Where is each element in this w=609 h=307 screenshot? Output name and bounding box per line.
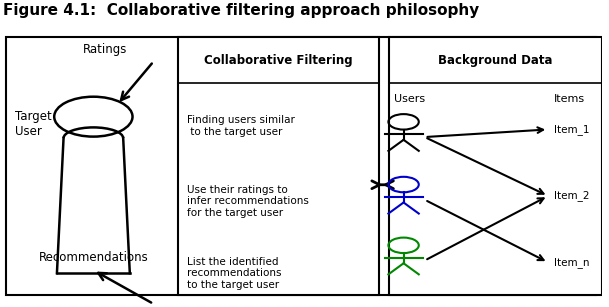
Text: Item_n: Item_n	[554, 257, 590, 268]
Text: Recommendations: Recommendations	[38, 251, 148, 264]
Text: Figure 4.1:  Collaborative filtering approach philosophy: Figure 4.1: Collaborative filtering appr…	[3, 3, 479, 18]
Bar	[6, 37, 596, 295]
Text: Item_1: Item_1	[554, 124, 590, 135]
Text: Collaborative Filtering: Collaborative Filtering	[204, 53, 353, 67]
Text: Finding users similar
 to the target user: Finding users similar to the target user	[187, 115, 295, 137]
Text: Use their ratings to
infer recommendations
for the target user: Use their ratings to infer recommendatio…	[187, 185, 309, 218]
Text: Item_2: Item_2	[554, 190, 590, 201]
Text: Items: Items	[554, 94, 585, 104]
Bar	[178, 37, 379, 295]
Bar	[389, 37, 602, 295]
Text: Users: Users	[394, 94, 425, 104]
Text: Background Data: Background Data	[438, 53, 553, 67]
Text: Target
User: Target User	[15, 110, 52, 138]
Text: List the identified
recommendations
to the target user: List the identified recommendations to t…	[187, 257, 281, 290]
Text: Ratings: Ratings	[83, 43, 128, 56]
